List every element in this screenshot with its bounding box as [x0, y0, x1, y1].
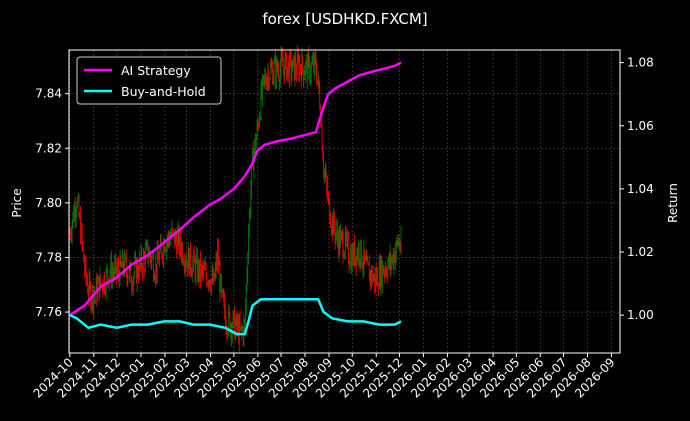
legend-box	[76, 56, 222, 105]
grid	[69, 50, 620, 353]
y-right-tick-label: 1.08	[627, 56, 654, 70]
legend-label-ai-strategy: AI Strategy	[121, 63, 191, 78]
axis-ticks: 2024-102024-112024-122025-012025-022025-…	[31, 56, 654, 401]
series-lines	[69, 61, 402, 336]
y-left-tick-label: 7.78	[35, 250, 62, 264]
y-right-tick-label: 1.00	[627, 308, 654, 322]
y-axis-right-label: Return	[666, 183, 680, 223]
y-axis-left-label: Price	[10, 188, 24, 217]
legend: AI Strategy Buy-and-Hold	[76, 56, 222, 105]
y-left-tick-label: 7.84	[35, 87, 62, 101]
y-left-tick-label: 7.76	[35, 305, 62, 319]
price-candles	[69, 45, 402, 353]
y-left-tick-label: 7.82	[35, 141, 62, 155]
y-right-tick-label: 1.04	[627, 182, 654, 196]
legend-label-buy-and-hold: Buy-and-Hold	[121, 84, 206, 99]
y-left-tick-label: 7.80	[35, 196, 62, 210]
y-right-tick-label: 1.06	[627, 119, 654, 133]
buy-and-hold-line	[69, 298, 402, 336]
y-right-tick-label: 1.02	[627, 245, 654, 259]
plot-frame	[68, 49, 621, 354]
chart-title: forex [USDHKD.FXCM]	[262, 10, 427, 28]
ai-strategy-line	[69, 61, 402, 317]
